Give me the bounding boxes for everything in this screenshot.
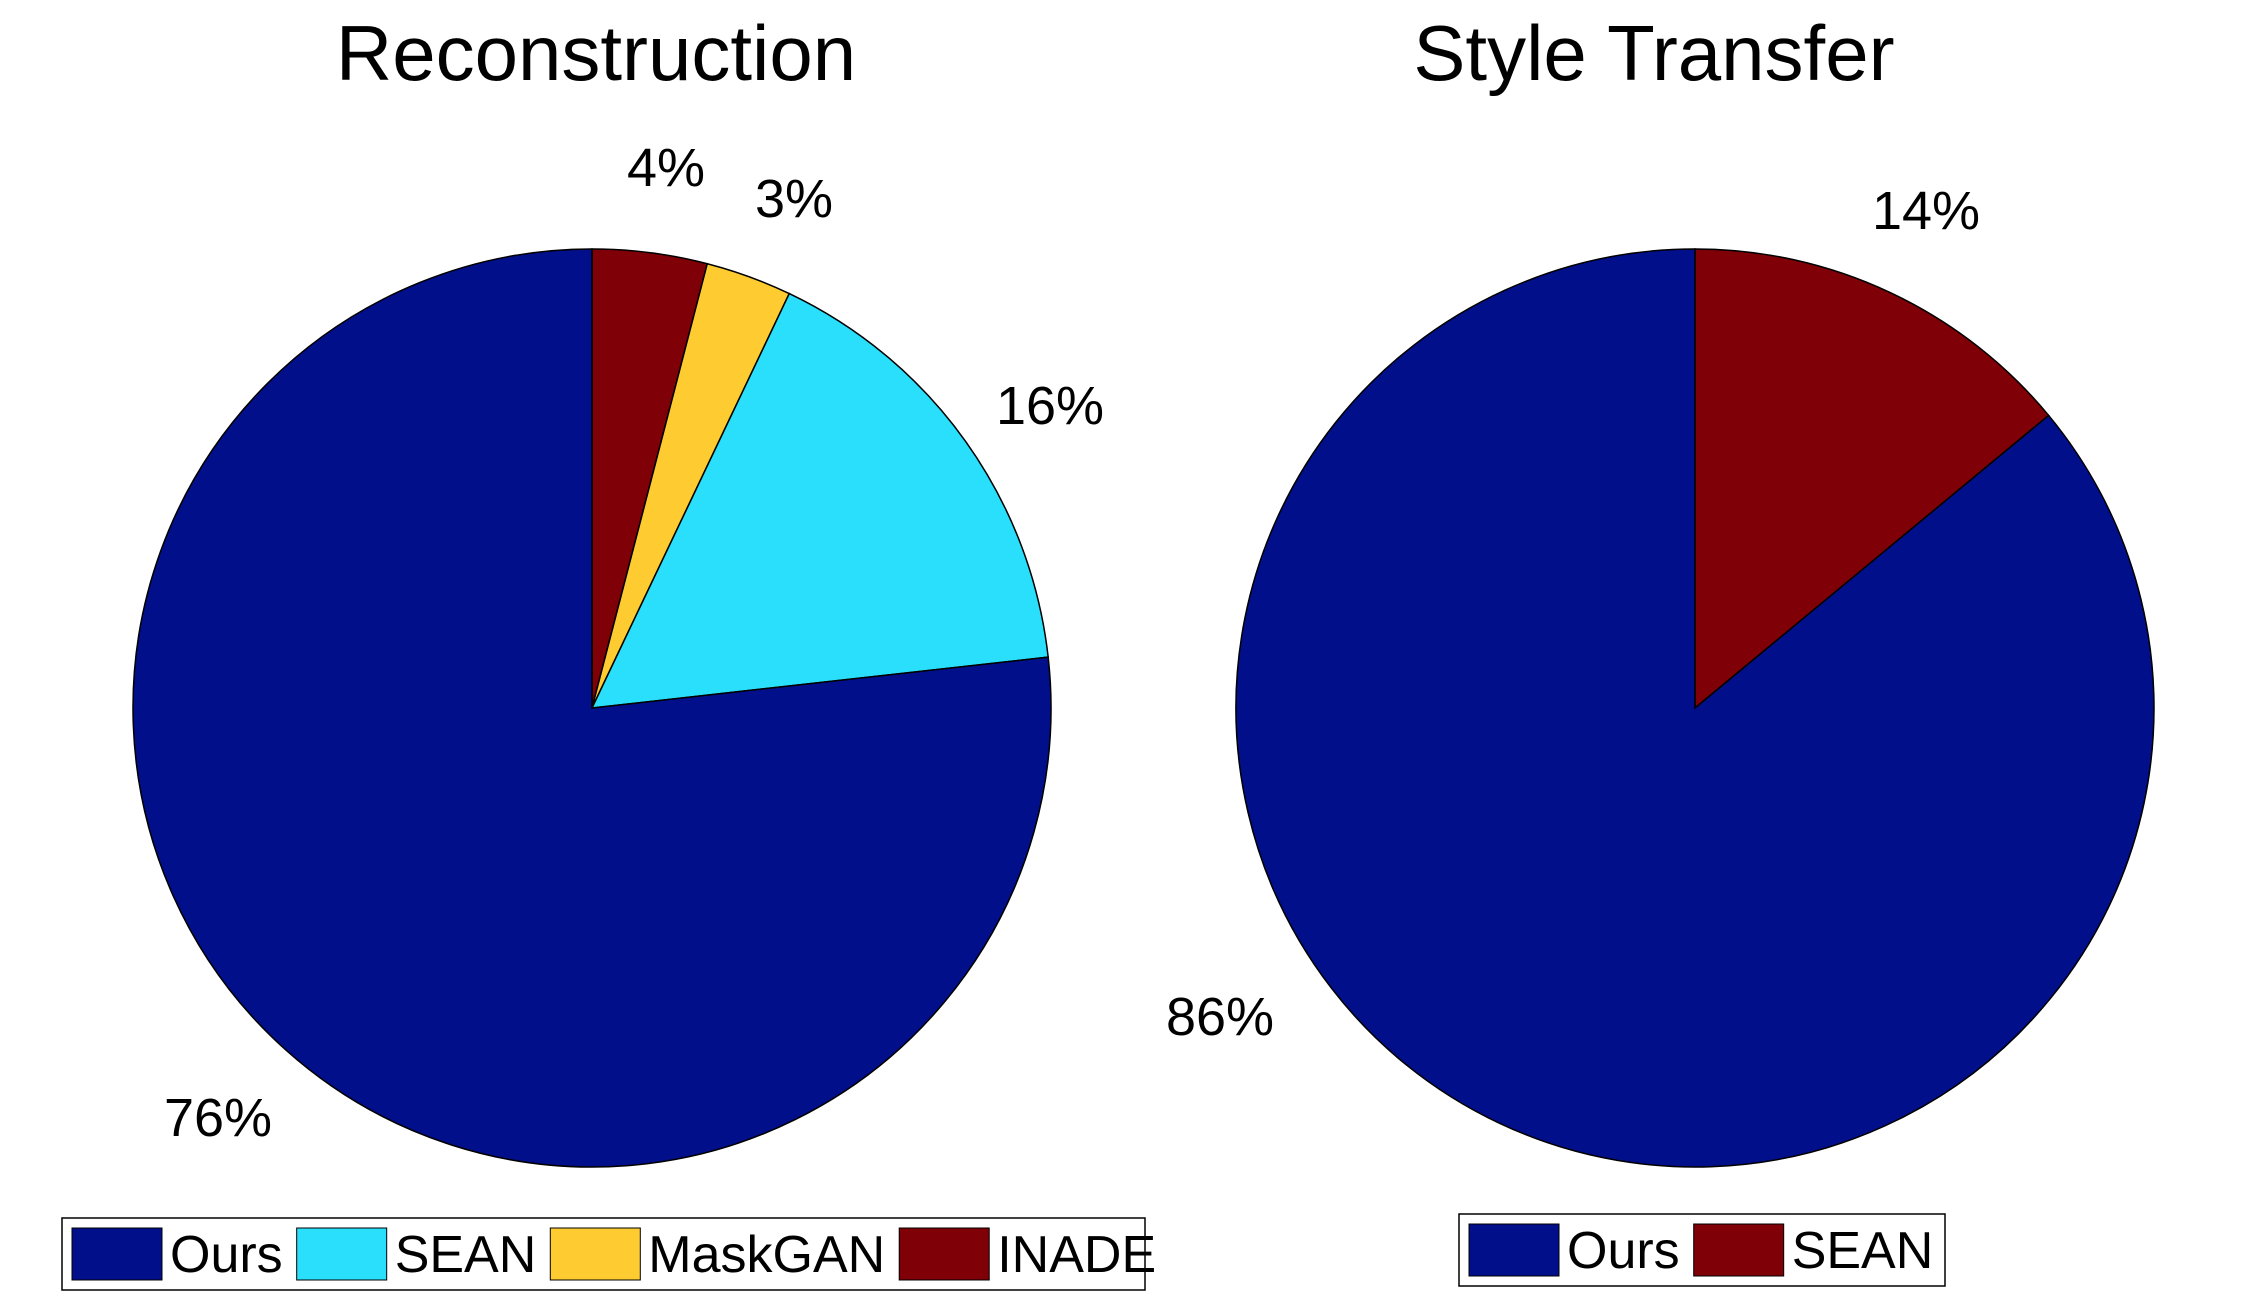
chart-style-transfer: Style Transfer 14% 86% Ours SEAN xyxy=(1166,9,2155,1287)
legend: Ours SEAN xyxy=(1458,1213,1946,1287)
chart-reconstruction: Reconstruction 4% 3% 16% 76% Ours SEAN MaskGA… xyxy=(61,9,1156,1291)
pie-slice-sean xyxy=(590,292,1049,709)
pie xyxy=(132,248,1052,1168)
slice-label-sean: 16% xyxy=(996,376,1104,436)
pie-slice-sean xyxy=(1694,248,2050,710)
legend-label-sean: SEAN xyxy=(395,1226,537,1284)
legend-entries: Ours SEAN MaskGAN INADE xyxy=(71,1226,1156,1284)
slice-label-sean: 14% xyxy=(1872,181,1980,241)
legend-swatch-maskgan xyxy=(549,1227,641,1281)
legend-swatch-sean xyxy=(296,1227,388,1281)
chart-title: Style Transfer xyxy=(1413,9,1894,97)
slice-label-inade: 4% xyxy=(627,138,705,198)
legend-swatch-ours xyxy=(71,1227,163,1281)
legend-label-maskgan: MaskGAN xyxy=(648,1226,885,1284)
legend-label-inade: INADE xyxy=(997,1226,1156,1284)
legend-swatch-sean xyxy=(1693,1223,1785,1277)
legend: Ours SEAN MaskGAN INADE xyxy=(61,1217,1156,1291)
legend-swatch-ours xyxy=(1468,1223,1560,1277)
slice-label-ours: 76% xyxy=(164,1088,272,1148)
pie-slice-ours xyxy=(132,248,1052,1168)
chart-title: Reconstruction xyxy=(336,9,856,97)
legend-label-ours: Ours xyxy=(170,1226,283,1284)
slice-labels: 4% 3% 16% 76% xyxy=(164,138,1104,1148)
pie-slice-ours xyxy=(1235,248,2155,1168)
legend-entries: Ours SEAN xyxy=(1468,1222,1934,1280)
slice-label-ours: 86% xyxy=(1166,987,1274,1047)
pie xyxy=(1235,248,2155,1168)
legend-label-sean: SEAN xyxy=(1792,1222,1934,1280)
slice-labels: 14% 86% xyxy=(1166,181,1980,1047)
slice-label-maskgan: 3% xyxy=(755,169,833,229)
legend-label-ours: Ours xyxy=(1567,1222,1680,1280)
legend-swatch-inade xyxy=(898,1227,990,1281)
